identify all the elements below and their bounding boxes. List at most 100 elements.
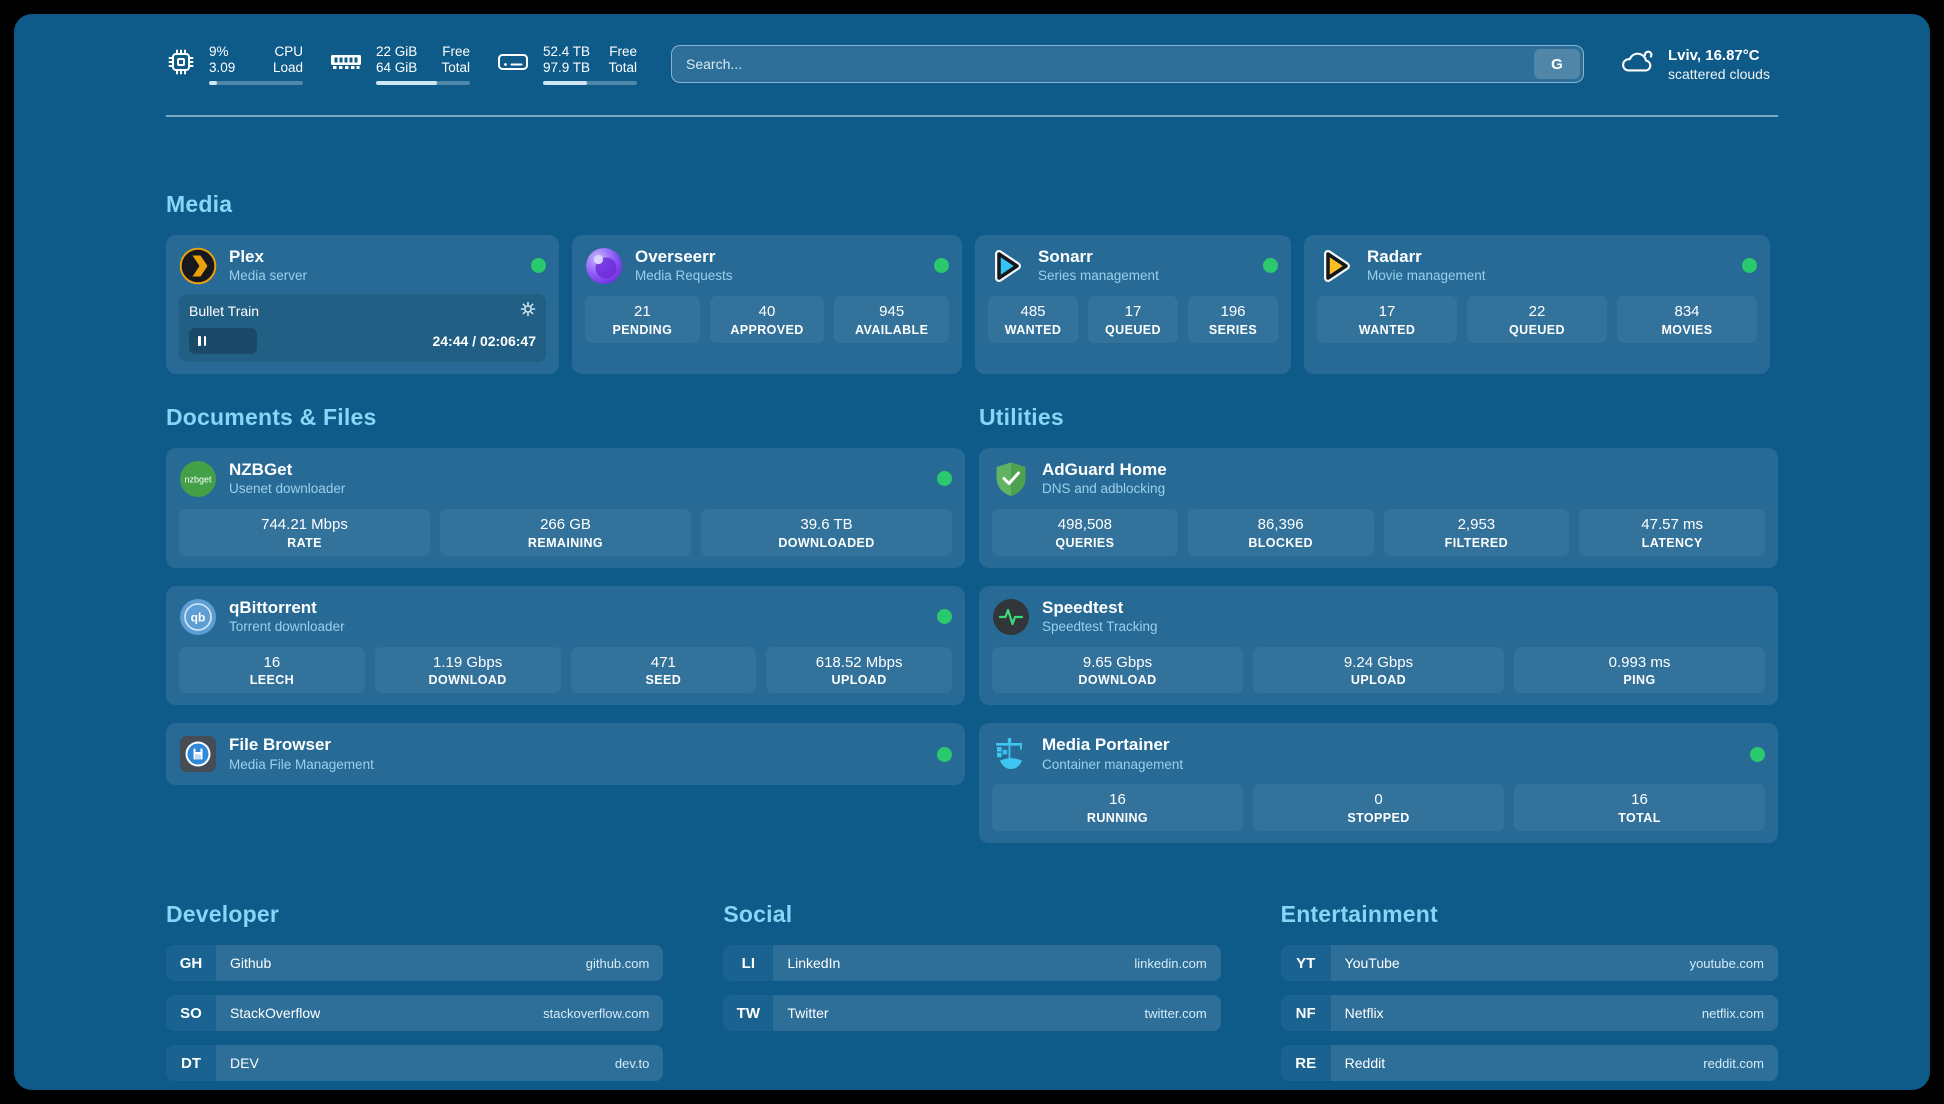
stat-pending: 21 PENDING — [585, 295, 700, 343]
disk-values: 52.4 TB 97.9 TB — [543, 44, 591, 76]
plex-logo-icon — [179, 247, 217, 285]
bookmark-dev[interactable]: DT DEV dev.to — [166, 1045, 664, 1082]
overseerr-card[interactable]: Overseerr Media Requests 21 PENDING 40 APP… — [572, 234, 962, 374]
bookmark-github[interactable]: GH Github github.com — [166, 945, 664, 982]
qbittorrent-status-dot — [937, 609, 952, 625]
bookmark-youtube[interactable]: YT YouTube youtube.com — [1280, 945, 1778, 982]
stat-blocked: 86,396 BLOCKED — [1187, 508, 1374, 556]
bookmark-stackoverflow[interactable]: SO StackOverflow stackoverflow.com — [166, 995, 664, 1032]
bookmark-name: Github — [230, 955, 272, 972]
ram-widget: 22 GiB 64 GiB Free Total — [329, 44, 470, 85]
svg-text:nzbget: nzbget — [184, 474, 212, 484]
portainer-crane-icon — [992, 735, 1030, 773]
qbittorrent-logo-icon: qb — [179, 598, 217, 636]
bookmark-reddit[interactable]: RE Reddit reddit.com — [1280, 1045, 1778, 1082]
stat-queries: 498,508 QUERIES — [992, 508, 1178, 556]
stat-downloaded: 39.6 TB DOWNLOADED — [701, 508, 952, 556]
overseerr-subtitle: Media Requests — [635, 268, 733, 284]
stat-queued: 22 QUEUED — [1467, 295, 1607, 343]
stat-total: 16 TOTAL — [1514, 784, 1765, 832]
cpu-values: 9% 3.09 — [209, 44, 236, 76]
filebrowser-status-dot — [937, 746, 952, 762]
stat-download: 9.65 Gbps DOWNLOAD — [992, 646, 1243, 694]
bookmark-abbr: LI — [723, 945, 774, 982]
bookmarks-entertainment: Entertainment YT YouTube youtube.com NF … — [1280, 901, 1778, 1090]
speedtest-card[interactable]: Speedtest Speedtest Tracking 9.65 Gbps DO… — [979, 585, 1778, 706]
filebrowser-title: File Browser — [229, 735, 332, 755]
plex-card[interactable]: Plex Media server Bullet Train — [166, 234, 559, 374]
bookmark-url: dev.to — [614, 1055, 650, 1071]
bookmark-url: twitter.com — [1144, 1005, 1207, 1021]
stat-seed: 471 SEED — [570, 646, 757, 694]
disk-drive-icon — [496, 48, 530, 81]
overseerr-title: Overseerr — [635, 246, 716, 266]
filebrowser-card[interactable]: File Browser Media File Management — [166, 723, 965, 786]
stat-upload: 618.52 Mbps UPLOAD — [766, 646, 952, 694]
bookmark-abbr: RE — [1280, 1045, 1331, 1082]
sonarr-status-dot — [1263, 258, 1278, 274]
bookmark-abbr: YT — [1280, 945, 1331, 982]
stat-queued: 17 QUEUED — [1088, 295, 1178, 343]
stat-approved: 40 APPROVED — [709, 295, 825, 343]
bookmark-url: netflix.com — [1701, 1005, 1764, 1021]
search-input[interactable] — [671, 45, 1584, 84]
stat-wanted: 17 WANTED — [1317, 295, 1457, 343]
section-media: Media Plex Media server — [166, 191, 1778, 374]
cpu-labels: CPU Load — [272, 44, 303, 76]
topbar-divider — [166, 114, 1778, 117]
stat-stopped: 0 STOPPED — [1253, 784, 1504, 832]
section-utilities: Utilities AdGuard Home D — [979, 403, 1778, 844]
stat-download: 1.19 Gbps DOWNLOAD — [374, 646, 561, 694]
disk-widget: 52.4 TB 97.9 TB Free Total — [496, 44, 637, 85]
ram-stick-icon — [329, 48, 363, 80]
disk-labels: Free Total — [608, 44, 637, 76]
stat-filtered: 2,953 FILTERED — [1383, 508, 1570, 556]
section-title-developer: Developer — [166, 901, 280, 928]
pause-icon[interactable] — [198, 335, 201, 346]
radarr-title: Radarr — [1367, 246, 1422, 266]
playback-bar[interactable]: 24:44 / 02:06:47 — [189, 327, 536, 354]
sonarr-card[interactable]: Sonarr Series management 485 WANTED 17 QUE… — [975, 234, 1291, 374]
adguard-shield-icon — [992, 460, 1030, 498]
stat-series: 196 SERIES — [1188, 295, 1278, 343]
adguard-card[interactable]: AdGuard Home DNS and adblocking 498,508 Q… — [979, 447, 1778, 568]
stat-ping: 0.993 ms PING — [1514, 646, 1765, 694]
portainer-title: Media Portainer — [1042, 735, 1170, 755]
weather-widget: Lviv, 16.87°C scattered clouds — [1618, 46, 1778, 84]
section-title-entertainment: Entertainment — [1280, 901, 1438, 928]
bookmark-linkedin[interactable]: LI LinkedIn linkedin.com — [723, 945, 1221, 982]
settings-gear-icon[interactable] — [520, 301, 536, 322]
nzbget-status-dot — [937, 471, 952, 487]
bookmark-twitter[interactable]: TW Twitter twitter.com — [723, 995, 1221, 1032]
bookmark-netflix[interactable]: NF Netflix netflix.com — [1280, 995, 1778, 1032]
nzbget-card[interactable]: nzbget NZBGet Usenet downloader 744.21 M… — [166, 447, 965, 568]
qbittorrent-card[interactable]: qb qBittorrent Torrent downloader 16 LEEC… — [166, 585, 965, 706]
radarr-subtitle: Movie management — [1367, 268, 1486, 284]
section-title-utilities: Utilities — [979, 403, 1064, 430]
speedtest-subtitle: Speedtest Tracking — [1042, 619, 1158, 635]
bookmark-url: youtube.com — [1689, 955, 1764, 971]
qbittorrent-subtitle: Torrent downloader — [229, 619, 345, 635]
weather-condition: scattered clouds — [1668, 66, 1770, 83]
bookmark-url: github.com — [585, 955, 650, 971]
ram-labels: Free Total — [441, 44, 470, 76]
speedtest-pulse-icon — [992, 598, 1030, 636]
sonarr-logo-icon — [988, 247, 1026, 285]
search-engine-button[interactable]: G — [1534, 49, 1580, 80]
qbittorrent-title: qBittorrent — [229, 597, 317, 617]
stat-upload: 9.24 Gbps UPLOAD — [1253, 646, 1504, 694]
radarr-status-dot — [1742, 258, 1757, 274]
radarr-card[interactable]: Radarr Movie management 17 WANTED 22 QUEUE… — [1304, 234, 1770, 374]
search-bar: G — [671, 45, 1584, 84]
portainer-subtitle: Container management — [1042, 756, 1184, 772]
ram-values: 22 GiB 64 GiB — [376, 44, 418, 76]
section-documents: Documents & Files nzbget NZBGet Usenet d… — [166, 404, 965, 843]
cpu-chip-icon — [166, 47, 196, 82]
overseerr-logo-icon — [585, 247, 623, 285]
bookmark-abbr: DT — [166, 1045, 216, 1082]
section-title-social: Social — [723, 901, 793, 928]
svg-text:qb: qb — [191, 610, 206, 624]
portainer-card[interactable]: Media Portainer Container management 16 R… — [979, 723, 1778, 844]
bookmark-name: Reddit — [1344, 1055, 1386, 1072]
adguard-title: AdGuard Home — [1042, 459, 1167, 479]
